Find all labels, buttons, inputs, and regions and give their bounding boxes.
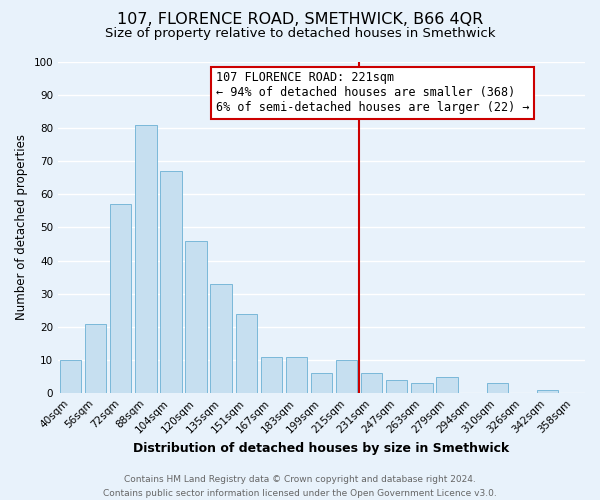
Text: Contains HM Land Registry data © Crown copyright and database right 2024.
Contai: Contains HM Land Registry data © Crown c… (103, 476, 497, 498)
Text: Size of property relative to detached houses in Smethwick: Size of property relative to detached ho… (105, 28, 495, 40)
Bar (286, 357, 307, 394)
Bar (386, 380, 407, 394)
Text: 107, FLORENCE ROAD, SMETHWICK, B66 4QR: 107, FLORENCE ROAD, SMETHWICK, B66 4QR (117, 12, 483, 28)
Bar (361, 374, 382, 394)
Bar (60, 360, 81, 394)
Text: 107 FLORENCE ROAD: 221sqm
← 94% of detached houses are smaller (368)
6% of semi-: 107 FLORENCE ROAD: 221sqm ← 94% of detac… (216, 72, 530, 114)
Y-axis label: Number of detached properties: Number of detached properties (15, 134, 28, 320)
Bar (336, 360, 357, 394)
X-axis label: Distribution of detached houses by size in Smethwick: Distribution of detached houses by size … (133, 442, 509, 455)
Bar (311, 374, 332, 394)
Bar (211, 284, 232, 394)
Bar (85, 324, 106, 394)
Bar (160, 171, 182, 394)
Bar (110, 204, 131, 394)
Bar (236, 314, 257, 394)
Bar (411, 384, 433, 394)
Bar (536, 390, 558, 394)
Bar (260, 357, 282, 394)
Bar (436, 376, 458, 394)
Bar (487, 384, 508, 394)
Bar (135, 124, 157, 394)
Bar (185, 240, 207, 394)
